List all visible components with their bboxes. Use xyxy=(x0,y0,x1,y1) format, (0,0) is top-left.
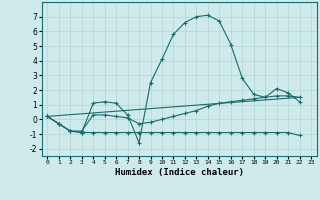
X-axis label: Humidex (Indice chaleur): Humidex (Indice chaleur) xyxy=(115,168,244,177)
